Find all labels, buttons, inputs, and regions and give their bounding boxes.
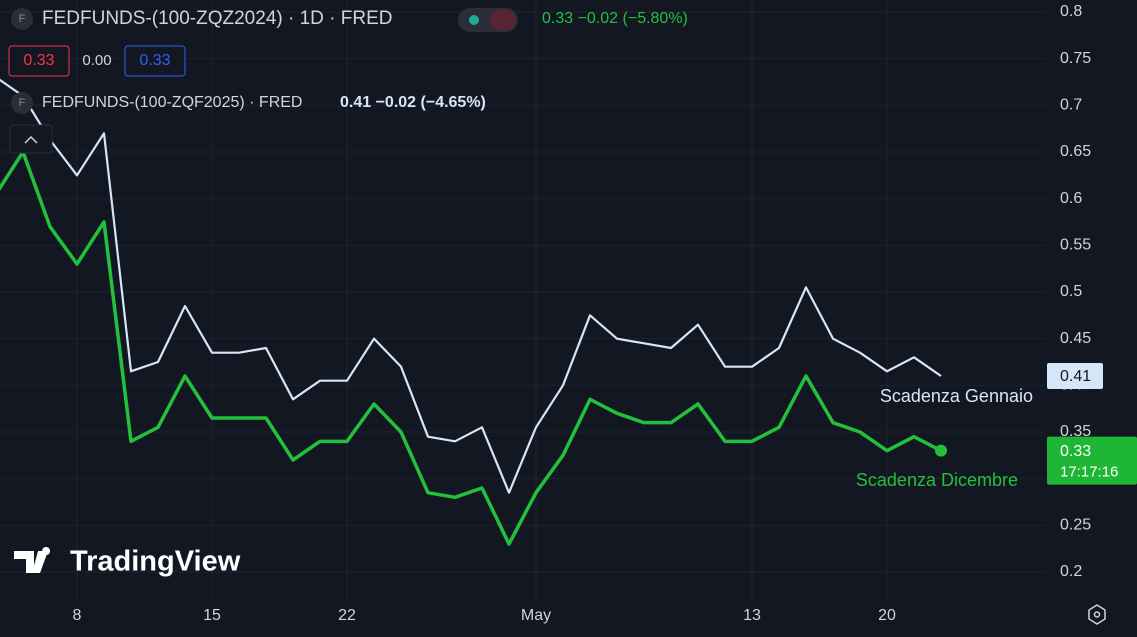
symbol-icon [11,8,33,30]
status-dot [469,15,479,25]
y-tick-label: 0.25 [1060,517,1091,534]
series-annotation: Scadenza Dicembre [856,470,1018,490]
overlay: F FEDFUNDS-(100-ZQZ2024) · 1D · FRED 0.3… [8,8,1137,625]
sell-box[interactable] [8,45,70,77]
logo-text: TradingView [70,546,241,578]
logo-icon [14,547,51,573]
x-tick-label: 20 [878,607,896,624]
grid: 0.20.250.30.350.40.450.50.550.60.650.70.… [0,0,1091,624]
symbol-title: FEDFUNDS-(100-ZQZ2024) · 1D · FRED [42,8,393,29]
series-line [0,150,942,546]
last-point [935,444,947,457]
y-tick-label: 0.65 [1060,143,1091,160]
plot-area [0,78,942,546]
series-line [0,78,942,494]
price-label: 0.41 [1060,368,1091,385]
symbol-title-2: FEDFUNDS-(100-ZQF2025) · FRED [42,94,302,111]
y-tick-label: 0.6 [1060,190,1082,207]
symbol-icon [11,92,33,114]
buy-box[interactable] [124,45,186,77]
x-tick-label: 13 [743,607,761,624]
x-tick-label: 15 [203,607,221,624]
y-tick-label: 0.75 [1060,50,1091,67]
buy-price: 0.33 [139,52,170,69]
status-badge [490,10,516,30]
x-tick-label: May [521,607,551,624]
y-tick-label: 0.2 [1060,563,1082,580]
y-tick-label: 0.45 [1060,330,1091,347]
icon-letter: F [19,97,26,109]
x-tick-label: 8 [73,607,82,624]
collapse-button[interactable] [9,124,53,154]
icon-letter: F [19,13,26,25]
quote: 0.33 −0.02 (−5.80%) [542,10,688,27]
price-label: 0.33 [1060,443,1091,460]
countdown-label: 17:17:16 [1060,464,1118,481]
y-tick-label: 0.8 [1060,3,1082,20]
price-label-box [1047,363,1103,389]
settings-icon[interactable] [1088,604,1106,625]
x-tick-label: 22 [338,607,356,624]
price-label-box [1047,436,1137,485]
y-tick-label: 0.5 [1060,283,1082,300]
y-tick-label: 0.7 [1060,97,1082,114]
y-tick-label: 0.55 [1060,237,1091,254]
series-annotation: Scadenza Gennaio [880,386,1033,406]
settings-icon-center [1093,611,1101,618]
sell-price: 0.33 [23,52,54,69]
spread: 0.00 [82,52,111,69]
quote-2: 0.41 −0.02 (−4.65%) [340,94,486,111]
collapse-icon [24,135,38,144]
y-tick-label: 0.35 [1060,423,1091,440]
